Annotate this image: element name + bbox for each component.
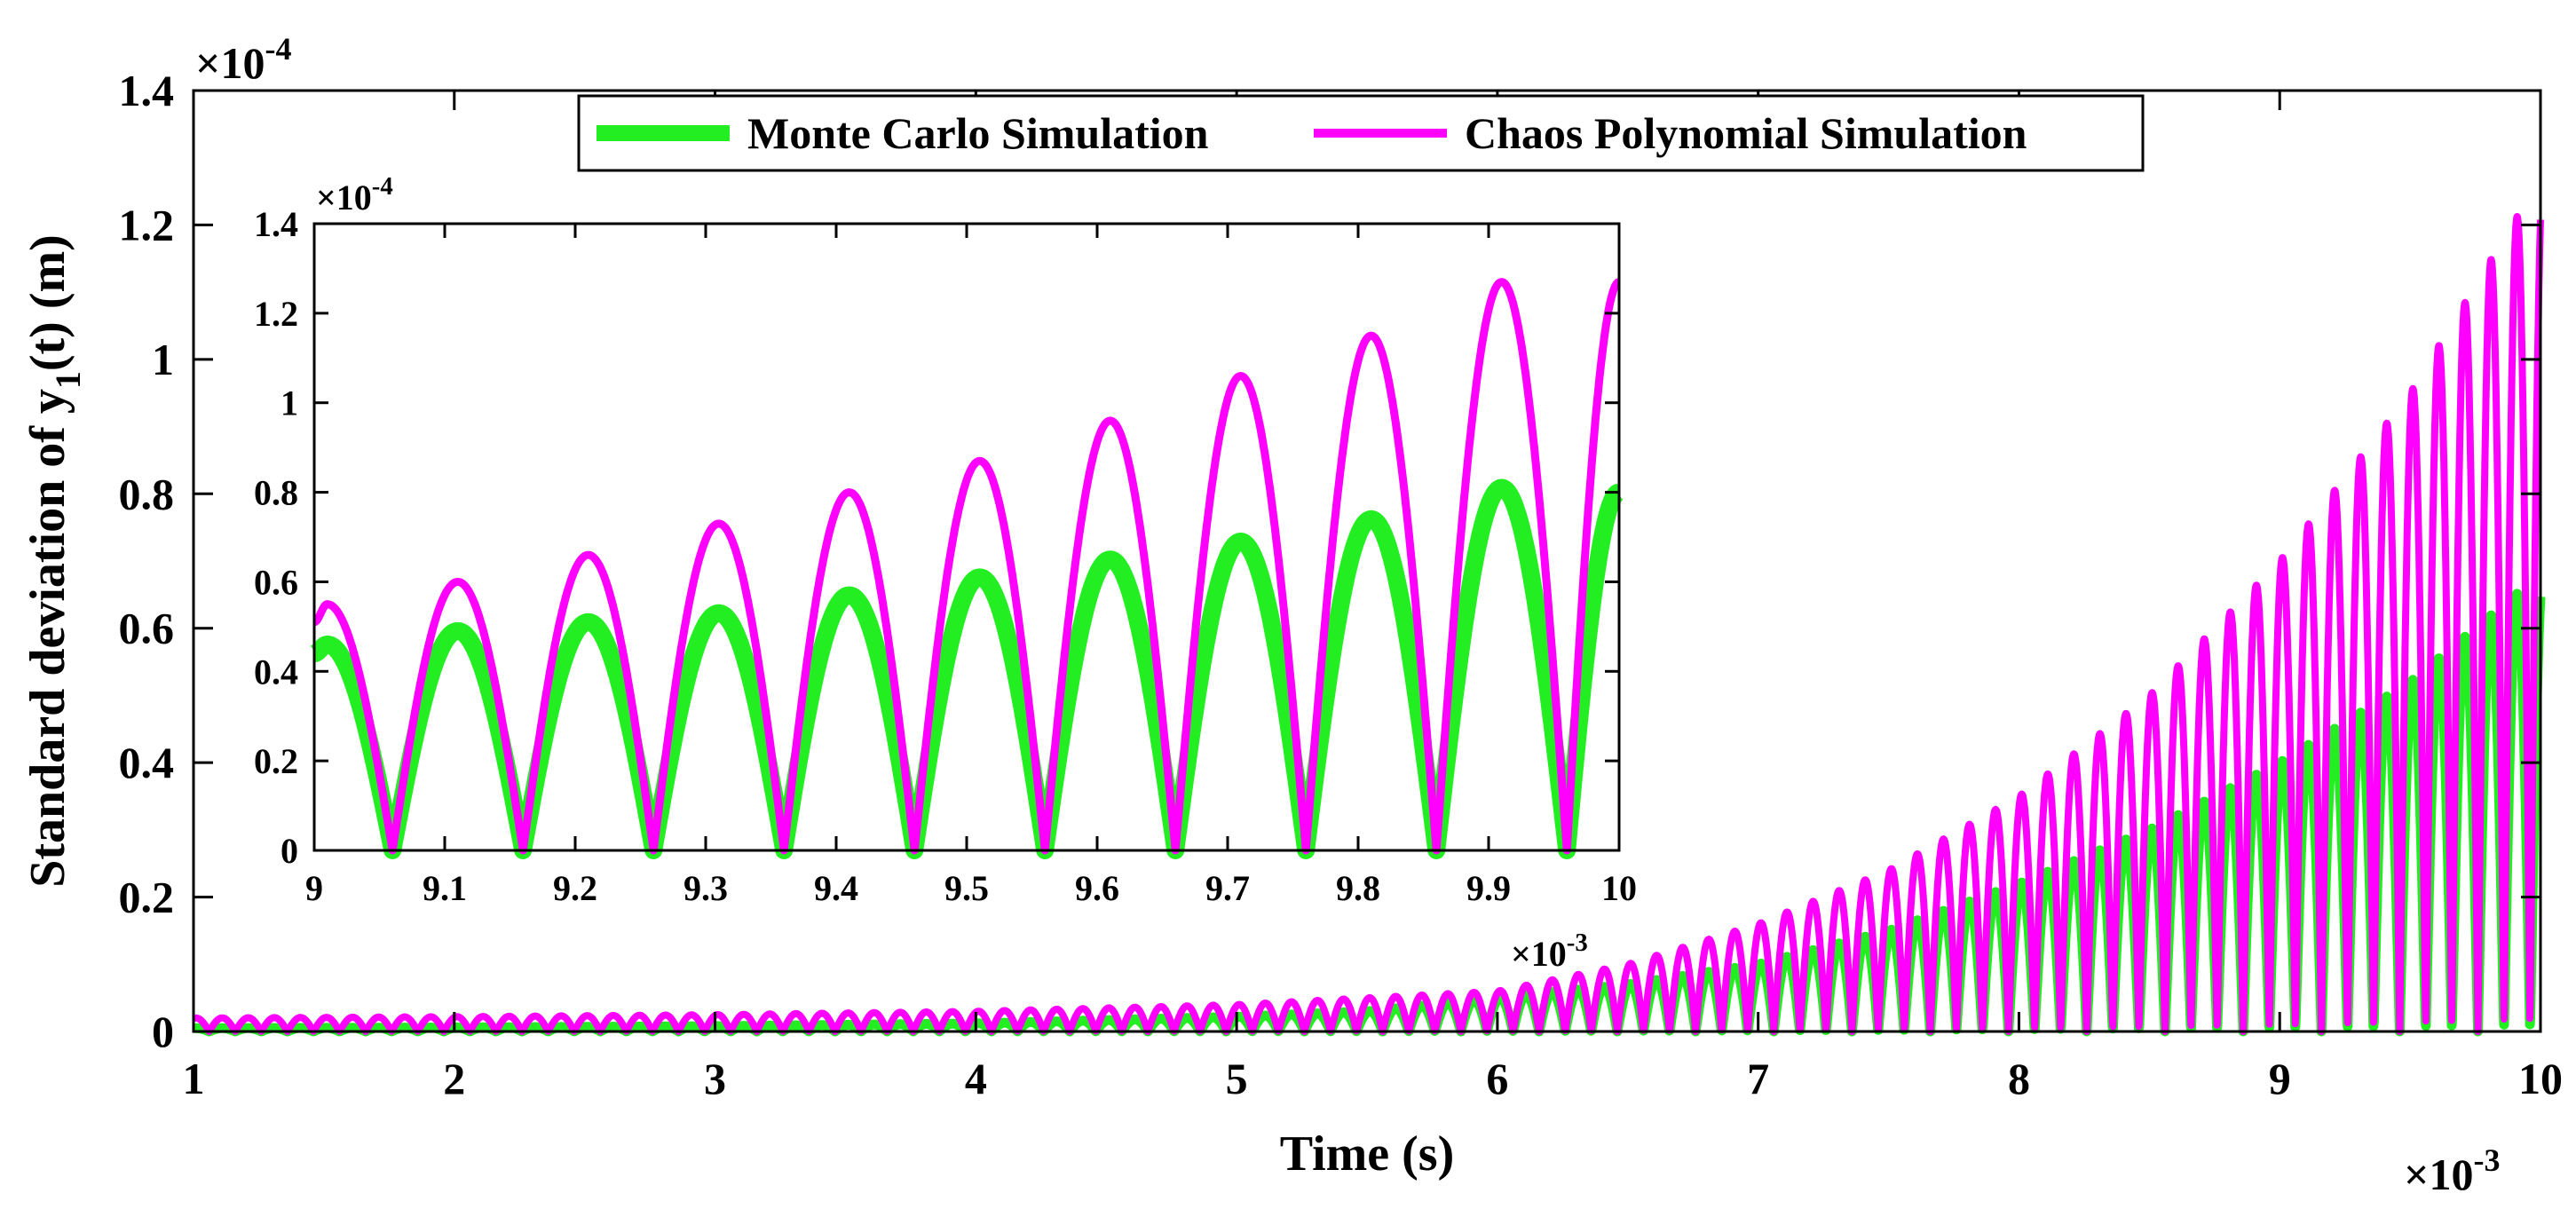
inset-y-tick-label: 1 <box>281 383 298 423</box>
main-x-tick-label: 9 <box>2269 1054 2291 1103</box>
main-x-tick-label: 4 <box>965 1054 987 1103</box>
main-x-tick-label: 6 <box>1486 1054 1508 1103</box>
inset-series-line-monte-carlo <box>305 478 1627 859</box>
main-x-tick-label: 3 <box>704 1054 726 1103</box>
main-y-tick-label: 0.4 <box>119 738 175 787</box>
inset-x-tick-label: 9.1 <box>423 868 467 908</box>
main-y-tick-label: 1.2 <box>119 200 175 249</box>
main-y-axis-label: Standard deviation of y1(t) (m) <box>20 234 88 888</box>
main-y-tick-label: 1 <box>152 335 174 384</box>
legend-label-chaos-polynomial: Chaos Polynomial Simulation <box>1465 108 2027 158</box>
main-y-axis: 0 0.2 0.4 0.6 0.8 1 1.2 1.4 <box>119 66 2540 1056</box>
inset-y-tick-label: 0.6 <box>254 562 298 602</box>
legend-label-monte-carlo: Monte Carlo Simulation <box>747 108 1209 158</box>
main-x-tick-label: 7 <box>1747 1054 1769 1103</box>
main-x-axis-label: Time (s) <box>1280 1126 1455 1181</box>
inset-y-axis: 0 0.2 0.4 0.6 0.8 1 1.2 1.4 <box>254 204 1619 871</box>
main-y-tick-label: 0 <box>152 1007 174 1056</box>
legend: Monte Carlo Simulation Chaos Polynomial S… <box>577 94 2145 172</box>
inset-x-tick-label: 9.8 <box>1336 868 1380 908</box>
main-x-tick-label: 5 <box>1226 1054 1248 1103</box>
main-x-tick-label: 8 <box>2008 1054 2030 1103</box>
inset-data-lines <box>305 278 1627 859</box>
legend-box <box>577 94 2145 172</box>
main-x-tick-label: 1 <box>183 1054 205 1103</box>
inset-x-tick-label: 9.5 <box>944 868 989 908</box>
inset-y-tick-label: 1.4 <box>254 204 298 244</box>
main-x-tick-label: 2 <box>443 1054 465 1103</box>
main-x-exponent-label: ×10-3 <box>2404 1142 2501 1199</box>
inset-x-tick-label: 9.6 <box>1075 868 1119 908</box>
inset-y-tick-label: 0.8 <box>254 473 298 513</box>
main-x-tick-label: 10 <box>2518 1054 2563 1103</box>
main-y-tick-label: 0.8 <box>119 469 175 518</box>
main-y-tick-label: 0.6 <box>119 604 175 653</box>
inset-x-exponent-label: ×10-3 <box>1511 929 1588 974</box>
main-y-tick-label: 0.2 <box>119 873 175 922</box>
inset-x-tick-label: 9.9 <box>1466 868 1511 908</box>
inset-y-exponent-label: ×10-4 <box>316 172 393 217</box>
inset-x-tick-label: 10 <box>1601 868 1637 908</box>
inset-x-tick-label: 9.4 <box>814 868 858 908</box>
inset-plot-area <box>314 224 1619 850</box>
inset-x-tick-label: 9.3 <box>684 868 728 908</box>
main-axes-frame <box>192 89 2542 1033</box>
inset-series-line-chaos-polynomial <box>310 278 1622 855</box>
main-series-line-chaos-polynomial <box>190 213 2544 1035</box>
main-y-tick-label: 1.4 <box>119 66 175 115</box>
inset-y-tick-label: 1.2 <box>254 294 298 334</box>
inset-x-tick-label: 9 <box>305 868 323 908</box>
inset-x-tick-label: 9.2 <box>553 868 597 908</box>
inset-plot: 9 9.1 9.2 9.3 9.4 9.5 9.6 9.7 9.8 9.9 10 0 0.2 0.4 0.6… <box>254 172 1637 974</box>
inset-x-axis: 9 9.1 9.2 9.3 9.4 9.5 9.6 9.7 9.8 9.9 10 <box>305 224 1637 908</box>
main-y-exponent-label: ×10-4 <box>195 31 292 88</box>
inset-y-tick-label: 0.2 <box>254 741 298 781</box>
inset-y-tick-label: 0 <box>281 831 298 871</box>
main-series-line-monte-carlo <box>188 589 2546 1037</box>
main-data-lines <box>188 213 2546 1037</box>
inset-y-tick-label: 0.4 <box>254 652 298 691</box>
inset-x-tick-label: 9.7 <box>1205 868 1250 908</box>
